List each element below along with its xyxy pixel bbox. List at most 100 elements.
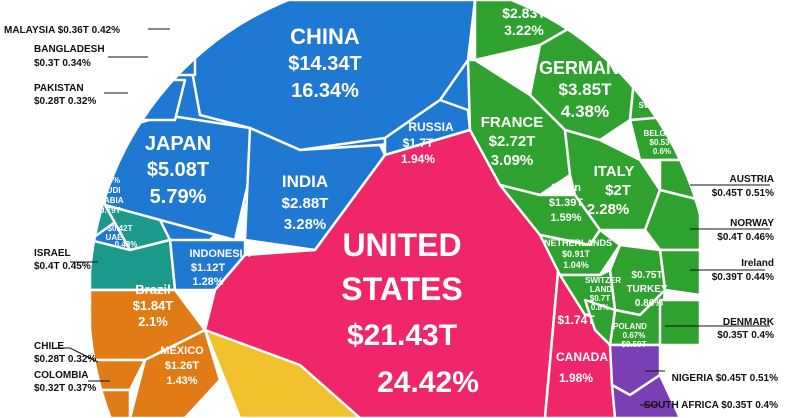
cell-oceania <box>203 328 362 418</box>
label-turkey-value: $0.75T <box>631 270 662 281</box>
label-netherlands-value: $0.91T <box>562 249 591 259</box>
label-japan-share: 5.79% <box>150 186 207 208</box>
callout-chile-name: CHILE <box>34 341 64 352</box>
label-canada-share: 1.98% <box>559 371 593 385</box>
callout-chile-stats: $0.28T 0.32% <box>34 354 96 365</box>
label-france-value: $2.72T <box>489 133 536 150</box>
label-brazil-share: 2.1% <box>138 314 168 329</box>
label-turkey-name: TURKEY <box>626 284 667 295</box>
label-us-name-1: UNITED <box>342 227 461 263</box>
callout-ireland-stats: $0.39T 0.44% <box>712 272 774 283</box>
callout-norway-stats: $0.4T 0.46% <box>717 232 774 243</box>
label-belgium-share: 0.6% <box>653 147 671 156</box>
label-brazil-name: Brazil <box>135 282 170 297</box>
label-russia-value: $1.7T <box>403 136 434 150</box>
label-mexico-name: MEXICO <box>160 345 204 357</box>
label-saudi-share: 0.9% <box>102 176 120 185</box>
cell-norway <box>643 188 702 252</box>
label-spain-name: Spain <box>551 182 581 194</box>
label-canada-name: CANADA <box>556 350 608 364</box>
label-belgium-name: BELGIUM <box>644 129 681 138</box>
callout-ireland-name: Ireland <box>741 258 774 269</box>
cell-colombia <box>90 388 132 418</box>
label-germany-name: GERMANY <box>539 58 631 78</box>
label-belgium-value: $0.53T <box>650 138 675 147</box>
cell-switzerland <box>558 268 617 317</box>
label-india-value: $2.88T <box>282 195 329 212</box>
label-indonesia-name: INDONESIA <box>189 248 250 260</box>
label-switzerland-name-2: LAND <box>590 285 612 294</box>
label-japan-value: $5.08T <box>147 159 209 181</box>
label-russia-share: 1.94% <box>401 152 435 166</box>
cell-china <box>183 0 477 152</box>
callout-nigeria: NIGERIA $0.45T 0.51% <box>672 373 778 384</box>
callout-bangladesh-stats: $0.3T 0.34% <box>34 58 91 69</box>
label-saudi-value: $0.79T <box>96 206 121 215</box>
cell-chile <box>90 358 147 392</box>
label-indonesia-share: 1.28% <box>192 276 223 288</box>
label-sweden-share: 0.6% <box>643 83 661 92</box>
callout-south-africa: SOUTH AFRICA $0.35T 0.4% <box>644 400 778 411</box>
cell-south-africa <box>610 373 682 418</box>
callout-austria-name: AUSTRIA <box>730 174 774 185</box>
label-italy-share: 2.28% <box>587 201 630 218</box>
callout-malaysia: MALAYSIA $0.36T 0.42% <box>4 25 120 36</box>
label-india-name: INDIA <box>282 172 328 191</box>
label-spain-value: $1.39T <box>549 197 584 209</box>
label-india-share: 3.28% <box>284 216 327 233</box>
leader-chile <box>55 347 99 363</box>
label-italy-value: $2T <box>605 182 631 199</box>
label-china-name: CHINA <box>290 24 360 49</box>
cell-labels: $2.83T 3.22% CHINA $14.34T 16.34% JAPAN … <box>92 5 680 399</box>
label-china-share: 16.34% <box>291 80 359 102</box>
cell-mexico <box>128 328 222 418</box>
callout-norway-name: NORWAY <box>730 218 774 229</box>
label-us-value: $21.43T <box>347 319 457 352</box>
label-switzerland-share: 0.8% <box>591 303 609 312</box>
callout-pakistan-name: PAKISTAN <box>34 83 84 94</box>
label-uae-value: $0.42T <box>108 224 133 233</box>
label-uk-value: $2.83T <box>502 5 546 21</box>
callout-denmark-stats: $0.35T 0.4% <box>717 330 774 341</box>
label-turkey-share: 0.86% <box>635 298 663 309</box>
label-canada-value: $1.74T <box>557 313 595 327</box>
label-mexico-share: 1.43% <box>166 375 197 387</box>
label-us-share: 24.42% <box>377 366 479 399</box>
label-netherlands-share: 1.04% <box>563 260 589 270</box>
label-sweden-name: SWEDEN <box>638 101 673 110</box>
label-switzerland-value: $0.7T <box>590 294 611 303</box>
label-switzerland-name-1: SWITZER <box>585 276 621 285</box>
label-russia-name: RUSSIA <box>408 120 454 134</box>
label-sweden-value: $0.53T <box>644 92 669 101</box>
callouts: MALAYSIA $0.36T 0.42% BANGLADESH $0.3T 0… <box>4 25 778 411</box>
leader-lines <box>55 28 770 406</box>
callout-colombia-stats: $0.32T 0.37% <box>34 383 96 394</box>
label-netherlands-name: NETHERLANDS <box>544 238 612 248</box>
label-japan-name: JAPAN <box>145 133 211 155</box>
label-saudi-name-1: SAUDI <box>96 186 121 195</box>
callout-pakistan-stats: $0.28T 0.32% <box>34 96 96 107</box>
label-spain-share: 1.59% <box>550 212 581 224</box>
callout-bangladesh-name: BANGLADESH <box>34 44 105 55</box>
cell-denmark <box>658 298 702 347</box>
callout-colombia-name: COLOMBIA <box>34 370 88 381</box>
label-germany-value: $3.85T <box>559 80 613 99</box>
cell-bangladesh <box>143 43 197 77</box>
label-italy-name: ITALY <box>594 163 635 180</box>
label-brazil-value: $1.84T <box>133 298 174 313</box>
label-france-share: 3.09% <box>491 152 534 169</box>
callout-austria-stats: $0.45T 0.51% <box>712 188 774 199</box>
label-mexico-value: $1.26T <box>165 360 200 372</box>
cell-israel <box>90 238 177 292</box>
label-uae-name: UAE <box>106 233 124 242</box>
label-poland-share: 0.67% <box>623 331 646 340</box>
callout-israel-stats: $0.4T 0.45% <box>34 261 91 272</box>
label-indonesia-value: $1.12T <box>191 262 226 274</box>
cell-pakistan <box>113 78 187 122</box>
label-poland-name: POLAND <box>613 322 647 331</box>
label-us-name-2: STATES <box>341 271 462 307</box>
label-uk-share: 3.22% <box>504 22 544 38</box>
label-poland-value: $0.59T <box>622 340 647 349</box>
label-france-name: FRANCE <box>481 114 544 131</box>
